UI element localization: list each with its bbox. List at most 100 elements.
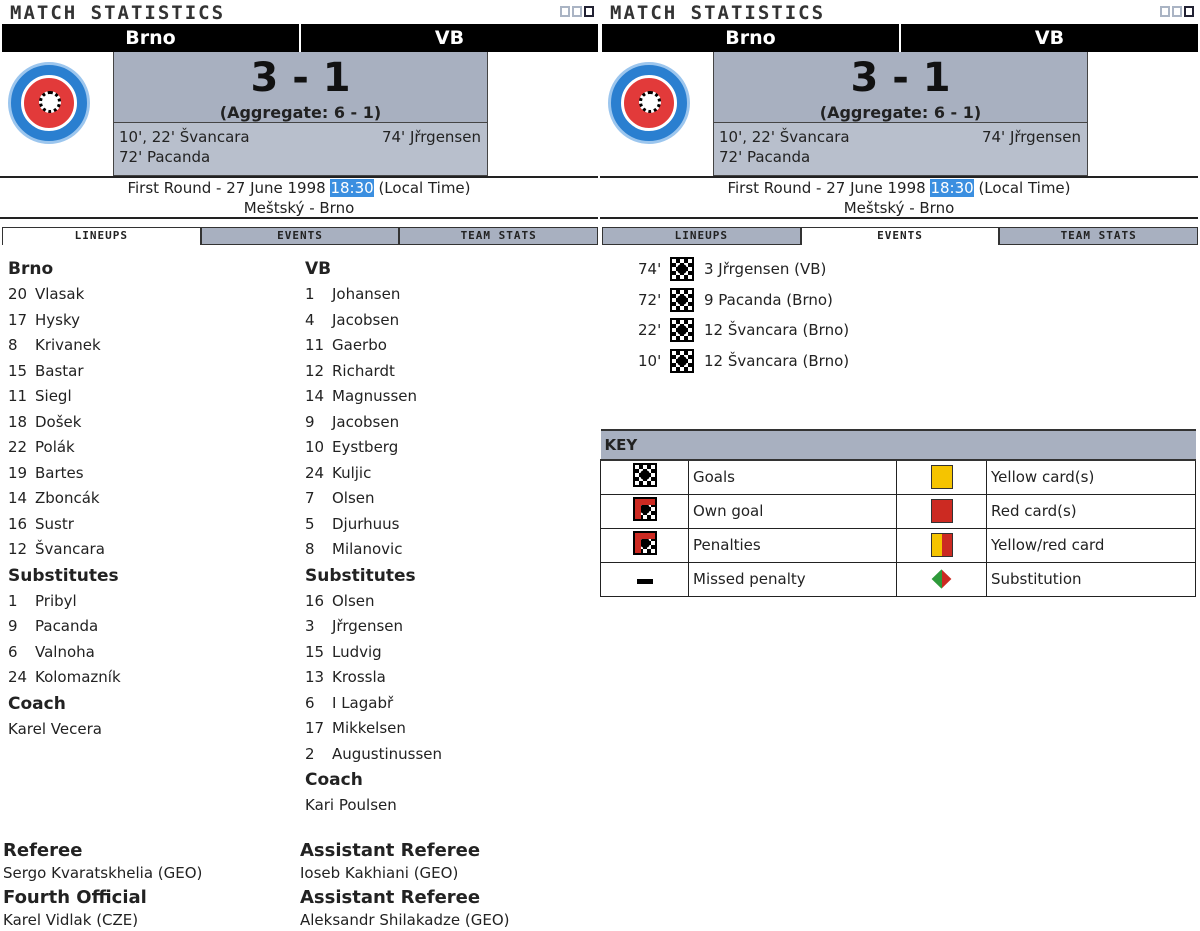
substitution-icon [931, 569, 952, 589]
tab-bar: LINEUPS EVENTS TEAM STATS [602, 227, 1199, 245]
tab-team-stats[interactable]: TEAM STATS [399, 227, 599, 245]
player-row: 7 Olsen [305, 486, 442, 512]
minimize-icon[interactable] [560, 6, 570, 17]
sub-row: 13 Krossla [305, 665, 442, 691]
player-row: 12 Richardt [305, 359, 442, 385]
shirt-number: 1 [8, 591, 18, 610]
player-name: Sustr [35, 514, 74, 533]
player-name: Bartes [35, 463, 84, 482]
restore-icon[interactable] [572, 6, 582, 17]
tab-bar: LINEUPS EVENTS TEAM STATS [2, 227, 599, 245]
event-minute: 10' [638, 351, 662, 370]
tab-lineups[interactable]: LINEUPS [602, 227, 801, 245]
tab-events[interactable]: EVENTS [200, 227, 400, 245]
key-label: Own goal [688, 493, 897, 529]
key-row: Own goal Red card(s) [600, 493, 1196, 529]
player-name: Mikkelsen [332, 719, 406, 737]
shirt-number: 1 [305, 285, 315, 303]
player-name: Djurhuus [332, 514, 400, 533]
player-name: Richardt [332, 361, 395, 380]
event-minute: 74' [638, 260, 662, 279]
player-row: 4 Jacobsen [305, 308, 442, 334]
player-name: Jřrgensen [332, 617, 404, 635]
goal-icon [670, 257, 694, 282]
home-scorer: 10', 22' Švancara [119, 128, 250, 146]
shirt-number: 12 [305, 361, 325, 380]
key-label: Red card(s) [986, 493, 1196, 529]
restore-icon[interactable] [1172, 6, 1182, 17]
shirt-number: 17 [8, 310, 28, 329]
player-row: 16 Sustr [8, 512, 121, 538]
tab-events[interactable]: EVENTS [800, 227, 1000, 245]
official-role: Assistant Referee [300, 840, 481, 861]
panel-title: MATCH STATISTICS [10, 2, 226, 24]
score-box: 3 - 1 (Aggregate: 6 - 1) 10', 22' Švancar… [113, 52, 488, 176]
player-name: Bastar [35, 361, 84, 380]
match-info: First Round - 27 June 1998 18:30 (Local … [0, 176, 598, 219]
away-scorer: 74' Jřrgensen [981, 128, 1081, 146]
sub-row: 16 Olsen [305, 589, 442, 615]
event-text: 3 Jřrgensen (VB) [704, 260, 827, 279]
player-row: 18 Došek [8, 410, 121, 436]
player-name: Krossla [332, 668, 386, 686]
scorers: 10', 22' Švancara 72' Pacanda 74' Jřrgense… [114, 122, 487, 175]
shirt-number: 17 [305, 719, 325, 737]
shirt-number: 12 [8, 540, 28, 558]
player-row: 22 Polák [8, 435, 121, 461]
team-heading: Brno [8, 259, 54, 279]
red-card-icon [930, 499, 953, 523]
key-table: KEY Goals Yellow card(s) Own goal Red card(s… [600, 429, 1196, 597]
own-goal-icon [632, 497, 657, 521]
sub-row: 6 I Lagabř [305, 691, 442, 717]
shirt-number: 24 [305, 463, 325, 482]
event-text: 12 Švancara (Brno) [704, 321, 850, 340]
football-icon [639, 91, 661, 113]
match-info: First Round - 27 June 1998 18:30 (Local … [600, 176, 1198, 219]
shirt-number: 22 [8, 438, 28, 456]
sub-row: 1 Pribyl [8, 589, 121, 615]
player-name: I Lagabř [332, 693, 394, 712]
score: 3 - 1 [250, 55, 351, 101]
shirt-number: 14 [8, 489, 28, 507]
shirt-number: 24 [8, 668, 28, 686]
official-name: Karel Vidlak (CZE) [3, 911, 139, 929]
shirt-number: 8 [8, 336, 18, 354]
penalty-icon [632, 531, 657, 555]
maximize-icon[interactable] [584, 6, 594, 17]
home-team: Brno [602, 24, 901, 52]
venue: Meštský - Brno [843, 199, 955, 217]
player-name: Pribyl [35, 591, 77, 610]
tab-lineups[interactable]: LINEUPS [2, 227, 201, 245]
event-minute: 72' [638, 290, 662, 309]
sub-row: 3 Jřrgensen [305, 614, 442, 640]
home-team: Brno [2, 24, 301, 52]
player-name: Krivanek [35, 336, 101, 354]
team-names-bar: Brno VB [2, 24, 598, 52]
key-label: Missed penalty [688, 561, 897, 597]
sub-row: 15 Ludvig [305, 640, 442, 666]
shirt-number: 13 [305, 668, 325, 686]
maximize-icon[interactable] [1184, 6, 1194, 17]
minimize-icon[interactable] [1160, 6, 1170, 17]
shirt-number: 19 [8, 463, 28, 482]
official: Assistant Referee Aleksandr Shilakadze (G… [300, 887, 510, 931]
event-row: 72' 9 Pacanda (Brno) [638, 285, 849, 316]
score: 3 - 1 [850, 55, 951, 101]
player-row: 12 Švancara [8, 537, 121, 563]
missed-penalty-icon [636, 579, 653, 584]
events-list: 74' 3 Jřrgensen (VB) 72' 9 Pacanda (Brno) 22… [638, 254, 849, 376]
player-row: 20 Vlasak [8, 282, 121, 308]
player-name: Milanovic [332, 540, 403, 558]
yellow-card-icon [930, 465, 953, 490]
key-row: Penalties Yellow/red card [600, 527, 1196, 563]
tab-team-stats[interactable]: TEAM STATS [999, 227, 1199, 245]
coach-name: Kari Poulsen [305, 796, 397, 814]
away-scorer: 74' Jřrgensen [381, 128, 481, 146]
player-name: Olsen [332, 489, 375, 507]
window-controls[interactable] [1160, 6, 1194, 17]
shirt-number: 15 [8, 361, 28, 380]
window-controls[interactable] [560, 6, 594, 17]
player-name: Hysky [35, 310, 80, 329]
venue: Meštský - Brno [243, 199, 355, 217]
away-team: VB [434, 27, 465, 49]
